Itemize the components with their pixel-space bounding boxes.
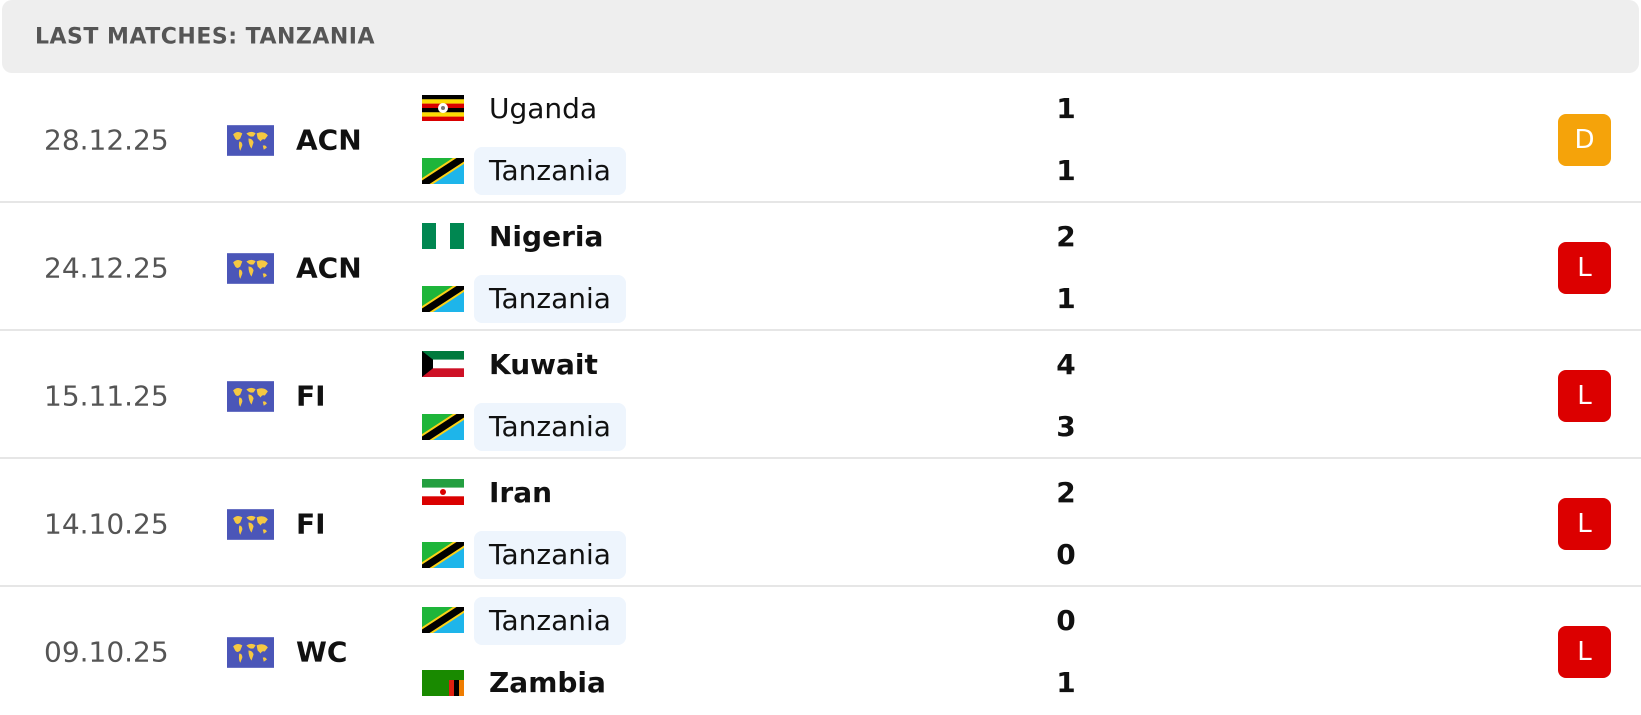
competition-icon: [227, 253, 274, 284]
away-team: Zambia: [489, 666, 606, 699]
competition-icon: [227, 509, 274, 540]
team-flag: [422, 223, 464, 249]
home-score: 0: [1056, 604, 1076, 637]
competition: ACN: [296, 123, 362, 157]
team-flag: [422, 670, 464, 696]
away-score: 1: [1056, 154, 1076, 187]
home-team: Nigeria: [489, 220, 604, 253]
match-date: 09.10.25: [44, 635, 169, 669]
competition-icon: [227, 637, 274, 668]
match-row[interactable]: 09.10.25 WC Tanzania Zambia 0 1 L: [0, 587, 1641, 715]
away-team: Tanzania: [474, 403, 626, 451]
match-row[interactable]: 14.10.25 FI Iran Tanzania 2 0 L: [0, 459, 1641, 587]
team-flag: [422, 414, 464, 440]
home-team: Iran: [489, 476, 553, 509]
home-team: Tanzania: [474, 597, 626, 645]
result-badge: L: [1558, 370, 1611, 422]
team-flag: [422, 479, 464, 505]
match-date: 14.10.25: [44, 507, 169, 541]
away-score: 1: [1056, 282, 1076, 315]
away-team: Tanzania: [474, 147, 626, 195]
home-team: Kuwait: [489, 348, 598, 381]
away-score: 1: [1056, 666, 1076, 699]
team-flag: [422, 158, 464, 184]
result-badge: L: [1558, 242, 1611, 294]
team-flag: [422, 95, 464, 121]
away-score: 0: [1056, 538, 1076, 571]
header-title: LAST MATCHES: TANZANIA: [35, 24, 376, 50]
away-score: 3: [1056, 410, 1076, 443]
away-team: Tanzania: [474, 275, 626, 323]
home-score: 2: [1056, 476, 1076, 509]
competition: FI: [296, 379, 326, 413]
competition: ACN: [296, 251, 362, 285]
match-date: 24.12.25: [44, 251, 169, 285]
competition: WC: [296, 635, 348, 669]
match-row[interactable]: 15.11.25 FI Kuwait Tanzania 4 3 L: [0, 331, 1641, 459]
team-flag: [422, 607, 464, 633]
team-flag: [422, 542, 464, 568]
team-flag: [422, 351, 464, 377]
competition-icon: [227, 125, 274, 156]
result-badge: D: [1558, 114, 1611, 166]
home-score: 4: [1056, 348, 1076, 381]
team-flag: [422, 286, 464, 312]
home-score: 2: [1056, 220, 1076, 253]
match-date: 28.12.25: [44, 123, 169, 157]
result-badge: L: [1558, 626, 1611, 678]
result-badge: L: [1558, 498, 1611, 550]
competition-icon: [227, 381, 274, 412]
home-team: Uganda: [489, 92, 598, 125]
away-team: Tanzania: [474, 531, 626, 579]
header: LAST MATCHES: TANZANIA: [2, 0, 1639, 73]
match-date: 15.11.25: [44, 379, 169, 413]
match-row[interactable]: 24.12.25 ACN Nigeria Tanzania 2 1 L: [0, 203, 1641, 331]
match-row[interactable]: 28.12.25 ACN Uganda Tanzania 1 1 D: [0, 75, 1641, 203]
competition: FI: [296, 507, 326, 541]
home-score: 1: [1056, 92, 1076, 125]
